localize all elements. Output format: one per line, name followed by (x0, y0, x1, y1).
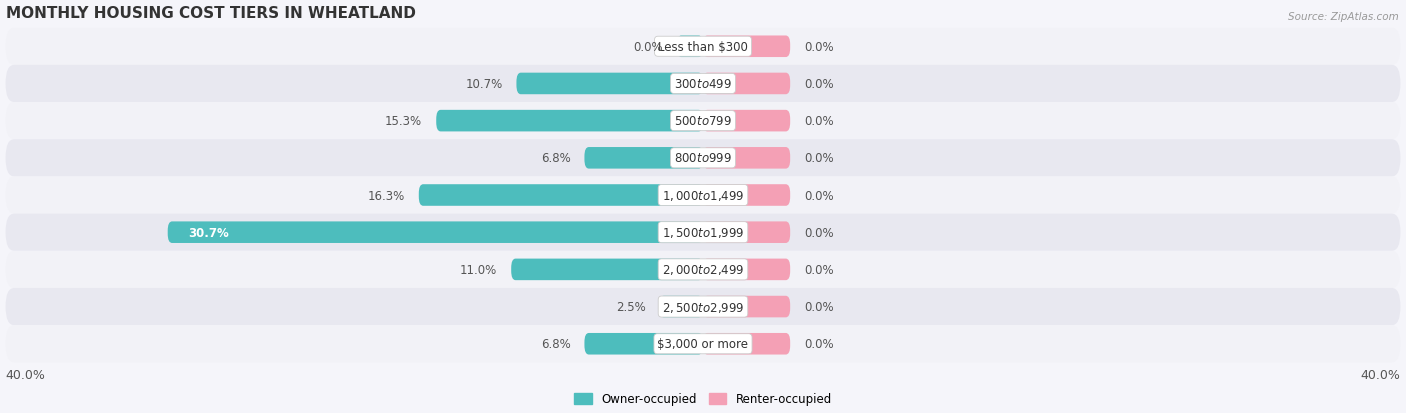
FancyBboxPatch shape (703, 36, 790, 58)
Text: $3,000 or more: $3,000 or more (658, 337, 748, 350)
Text: $1,500 to $1,999: $1,500 to $1,999 (662, 225, 744, 240)
Text: 2.5%: 2.5% (616, 300, 645, 313)
Text: $2,000 to $2,499: $2,000 to $2,499 (662, 263, 744, 277)
Text: 6.8%: 6.8% (541, 152, 571, 165)
FancyBboxPatch shape (419, 185, 703, 206)
Text: MONTHLY HOUSING COST TIERS IN WHEATLAND: MONTHLY HOUSING COST TIERS IN WHEATLAND (6, 5, 415, 21)
Text: $1,000 to $1,499: $1,000 to $1,499 (662, 189, 744, 202)
FancyBboxPatch shape (6, 103, 1400, 140)
FancyBboxPatch shape (703, 111, 790, 132)
FancyBboxPatch shape (703, 259, 790, 280)
FancyBboxPatch shape (703, 222, 790, 243)
Text: 15.3%: 15.3% (385, 115, 422, 128)
FancyBboxPatch shape (703, 148, 790, 169)
FancyBboxPatch shape (167, 222, 703, 243)
FancyBboxPatch shape (585, 148, 703, 169)
Text: Less than $300: Less than $300 (658, 40, 748, 54)
Text: Source: ZipAtlas.com: Source: ZipAtlas.com (1288, 12, 1399, 22)
Text: 0.0%: 0.0% (804, 300, 834, 313)
FancyBboxPatch shape (6, 214, 1400, 251)
FancyBboxPatch shape (703, 333, 790, 355)
Text: 16.3%: 16.3% (367, 189, 405, 202)
Text: 10.7%: 10.7% (465, 78, 502, 91)
FancyBboxPatch shape (6, 140, 1400, 177)
FancyBboxPatch shape (436, 111, 703, 132)
Text: 0.0%: 0.0% (804, 115, 834, 128)
FancyBboxPatch shape (6, 288, 1400, 325)
Text: 6.8%: 6.8% (541, 337, 571, 350)
FancyBboxPatch shape (516, 74, 703, 95)
FancyBboxPatch shape (585, 333, 703, 355)
Text: 30.7%: 30.7% (188, 226, 229, 239)
Legend: Owner-occupied, Renter-occupied: Owner-occupied, Renter-occupied (569, 388, 837, 410)
Text: $500 to $799: $500 to $799 (673, 115, 733, 128)
FancyBboxPatch shape (6, 177, 1400, 214)
FancyBboxPatch shape (6, 28, 1400, 66)
Text: 0.0%: 0.0% (804, 189, 834, 202)
Text: 0.0%: 0.0% (804, 152, 834, 165)
Text: 0.0%: 0.0% (804, 337, 834, 350)
FancyBboxPatch shape (676, 36, 703, 58)
FancyBboxPatch shape (6, 66, 1400, 103)
Text: 0.0%: 0.0% (633, 40, 662, 54)
FancyBboxPatch shape (703, 296, 790, 318)
FancyBboxPatch shape (703, 185, 790, 206)
Text: 0.0%: 0.0% (804, 226, 834, 239)
Text: 0.0%: 0.0% (804, 40, 834, 54)
FancyBboxPatch shape (6, 251, 1400, 288)
FancyBboxPatch shape (6, 325, 1400, 363)
FancyBboxPatch shape (512, 259, 703, 280)
Text: $2,500 to $2,999: $2,500 to $2,999 (662, 300, 744, 314)
Text: 40.0%: 40.0% (1361, 368, 1400, 381)
Text: $300 to $499: $300 to $499 (673, 78, 733, 91)
Text: 40.0%: 40.0% (6, 368, 45, 381)
Text: $800 to $999: $800 to $999 (673, 152, 733, 165)
Text: 0.0%: 0.0% (804, 78, 834, 91)
FancyBboxPatch shape (703, 74, 790, 95)
FancyBboxPatch shape (659, 296, 703, 318)
Text: 11.0%: 11.0% (460, 263, 498, 276)
Text: 0.0%: 0.0% (804, 263, 834, 276)
